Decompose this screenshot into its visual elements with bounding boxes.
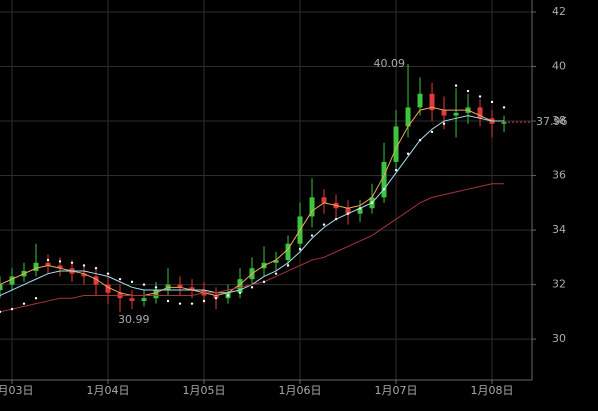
candle-body [453,112,459,116]
y-tick-label: 34 [552,223,566,236]
sar-dot [190,302,194,305]
sar-dot [466,89,470,93]
sar-dot [274,272,278,275]
candle-body [501,122,507,124]
sar-dot [250,286,254,289]
sar-dot [478,95,482,98]
candle-body [141,298,147,301]
sar-dot [214,297,218,300]
ma-line [0,106,505,297]
candle-body [345,208,351,214]
candle-body [285,243,291,261]
sar-dot [106,272,110,275]
sar-dot [382,187,386,191]
sar-dot [490,100,494,104]
candle-body [189,287,195,291]
sar-dot [406,152,410,155]
sar-dot [334,217,338,221]
x-tick-label: 1月05日 [183,384,226,397]
y-tick-label: 38 [552,114,566,127]
sar-dot [322,223,326,226]
x-tick-label: 1月06日 [279,384,322,397]
candle-body [153,290,159,299]
sar-dot [34,297,38,300]
sar-dot [10,307,14,311]
sar-dot [142,283,146,286]
sar-dot [202,299,206,303]
last-price-label: 37.96 [536,115,568,128]
sar-dot [226,294,230,297]
y-tick-label: 40 [552,60,566,73]
sar-dot [346,212,350,215]
y-tick-label: 42 [552,5,566,18]
candle-body [477,107,483,119]
sar-dot [310,234,314,237]
candle-body [45,262,51,266]
ma-line [0,183,505,313]
sar-dot [118,277,122,281]
sar-dot [166,299,170,303]
candle-body [309,197,315,217]
candle-body [57,265,63,269]
sar-dot [46,258,50,262]
candle-body [417,93,423,108]
candle-body [213,295,219,299]
candle-body [9,276,15,285]
x-tick-label: 1月07日 [375,384,418,397]
y-tick-label: 36 [552,169,566,182]
y-tick-label: 30 [552,332,566,345]
candle-body [81,273,87,277]
sar-dot [370,201,374,205]
max-label: 40.09 [374,57,406,70]
sar-dot [130,280,134,284]
sar-dot [442,122,446,125]
candle-body [33,262,39,271]
candle-body [429,93,435,111]
sar-dot [154,286,158,289]
sar-dot [82,264,86,267]
candle-body [381,161,387,198]
candle-body [357,208,363,214]
candle-body [237,279,243,293]
candle-body [273,260,279,263]
candle-body [105,284,111,293]
sar-dot [502,106,506,109]
candle-body [405,107,411,127]
x-tick-label: 1月04日 [87,384,130,397]
sar-dot [454,84,458,87]
candle-body [177,284,183,288]
sar-dot [178,302,182,305]
candle-body [441,110,447,116]
x-tick-label: 1月08日 [471,384,514,397]
sar-dot [238,291,242,294]
y-tick-label: 32 [552,278,566,291]
sar-dot [0,310,2,314]
candle-body [321,197,327,203]
sar-dot [262,280,266,284]
sar-dot [22,302,26,305]
min-label: 30.99 [118,313,150,326]
sar-dot [298,247,302,251]
sar-dot [418,138,422,142]
sar-dot [358,207,362,210]
x-tick-label: 1月03日 [0,384,34,397]
sar-dot [430,130,434,134]
sar-dot [394,168,398,172]
sar-dot [94,267,98,270]
sar-dot [58,260,62,263]
candle-body [0,284,3,291]
sar-dot [70,261,74,264]
candle-body [393,126,399,162]
sar-dot [286,264,290,267]
candle-body [129,298,135,301]
candle-body [93,276,99,285]
